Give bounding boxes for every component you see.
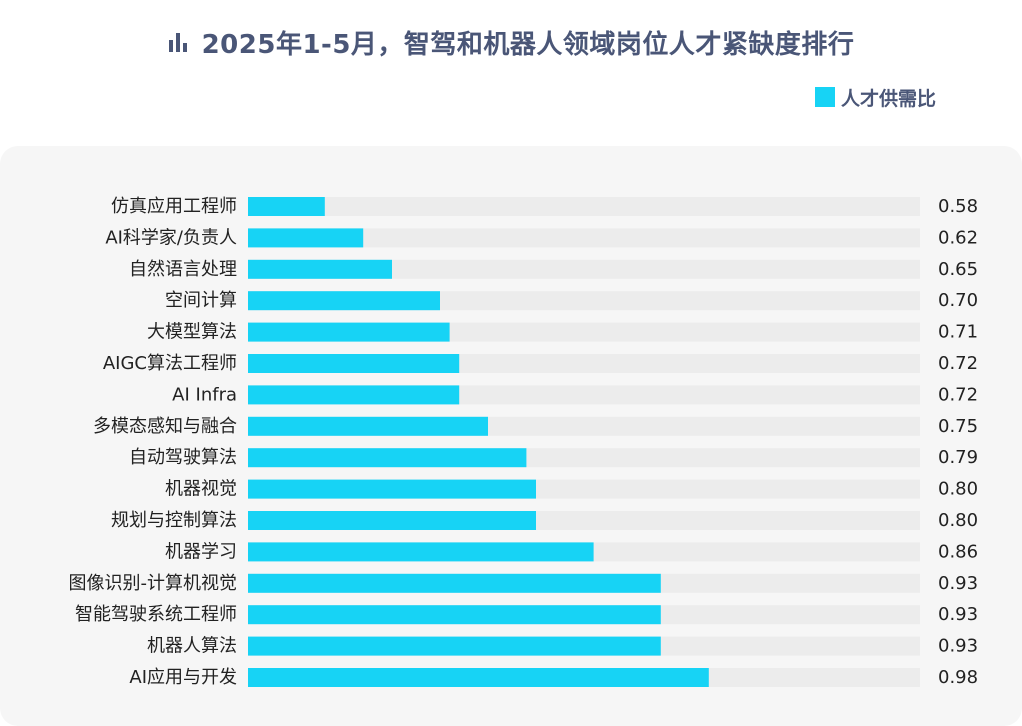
category-label: AI Infra (172, 384, 237, 405)
value-label: 0.93 (938, 573, 978, 594)
category-label: 大模型算法 (147, 322, 237, 343)
chart-title: 2025年1-5月，智驾和机器人领域岗位人才紧缺度排行 (201, 29, 855, 60)
bar (248, 448, 527, 468)
bar (248, 197, 325, 216)
value-label: 0.75 (938, 416, 978, 437)
chart-title-row: 2025年1-5月，智驾和机器人领域岗位人才紧缺度排行 (0, 24, 1022, 60)
value-label: 0.62 (938, 227, 978, 248)
value-label: 0.72 (938, 384, 978, 405)
value-label: 0.80 (938, 510, 978, 531)
category-label: AI应用与开发 (129, 667, 237, 688)
value-label: 0.93 (938, 636, 978, 657)
bar (248, 259, 392, 279)
category-label: 图像识别-计算机视觉 (69, 573, 238, 594)
category-label: AIGC算法工程师 (103, 353, 237, 374)
category-label: 规划与控制算法 (111, 510, 237, 531)
category-label: 机器视觉 (165, 479, 237, 500)
bar-chart-icon (168, 33, 187, 52)
value-label: 0.70 (938, 290, 978, 311)
category-label: 仿真应用工程师 (111, 196, 237, 217)
bar-chart: 仿真应用工程师 0.58 AI科学家/负责人 0.62 自然语言处理 0.65 空间计算 0.… (69, 196, 979, 688)
category-label: AI科学家/负责人 (105, 227, 237, 248)
bar (248, 291, 440, 311)
legend-swatch (815, 87, 835, 107)
bar (248, 605, 661, 625)
legend-label: 人才供需比 (841, 87, 937, 110)
bar (248, 322, 450, 342)
bar (248, 511, 536, 530)
value-label: 0.98 (938, 667, 978, 688)
category-label: 自动驾驶算法 (129, 447, 237, 468)
value-label: 0.71 (938, 322, 978, 343)
value-label: 0.65 (938, 259, 978, 280)
category-label: 空间计算 (165, 290, 237, 311)
value-label: 0.93 (938, 604, 978, 625)
bar-track (248, 197, 920, 216)
value-label: 0.79 (938, 447, 978, 468)
value-label: 0.80 (938, 479, 978, 500)
chart-panel: 仿真应用工程师 0.58 AI科学家/负责人 0.62 自然语言处理 0.65 空间计算 0.… (0, 146, 1022, 726)
bar-track (248, 228, 920, 248)
category-label: 自然语言处理 (129, 259, 237, 280)
bar (248, 542, 594, 562)
bar (248, 479, 536, 499)
category-label: 机器学习 (165, 541, 237, 562)
bar (248, 228, 364, 248)
value-label: 0.58 (938, 196, 978, 217)
category-label: 智能驾驶系统工程师 (75, 604, 237, 625)
legend: 人才供需比 (815, 86, 937, 110)
bar-track (248, 259, 920, 279)
bar (248, 636, 661, 656)
value-label: 0.86 (938, 541, 978, 562)
bar (248, 573, 661, 593)
category-label: 机器人算法 (147, 636, 237, 657)
bar (248, 416, 488, 436)
bar (248, 385, 460, 405)
bar (248, 668, 709, 687)
bar (248, 354, 460, 373)
value-label: 0.72 (938, 353, 978, 374)
category-label: 多模态感知与融合 (93, 416, 237, 437)
